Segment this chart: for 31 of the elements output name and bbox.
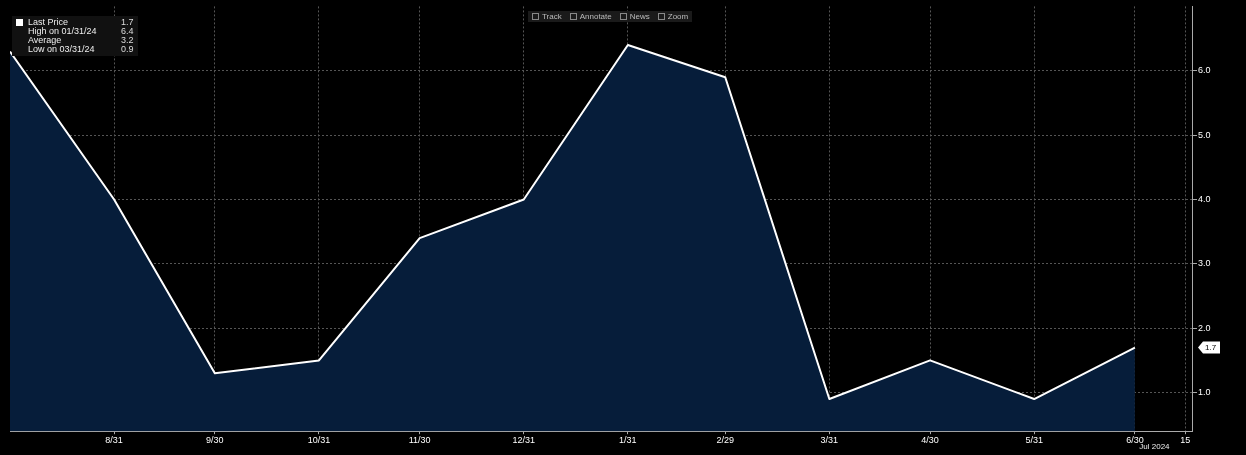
- x-tick-label: 15: [1180, 435, 1191, 446]
- x-tick-label: 1/31: [619, 435, 637, 446]
- text: Jul 2024: [1139, 442, 1170, 452]
- annotation: High on 01/31/24: [27, 26, 98, 36]
- x-tick-label: 4/30: [921, 435, 939, 446]
- y-tick-label: 3.0: [1198, 258, 1211, 269]
- x-tick-label: 2/29: [716, 435, 735, 446]
- annotation: News: [628, 12, 650, 21]
- y-tick-label: 4.0: [1198, 193, 1211, 204]
- annotation: Track: [541, 12, 562, 21]
- x-tick-label: 12/31: [512, 435, 536, 446]
- annotation: 1.7: [121, 17, 134, 27]
- x-tick-label: 8/31: [105, 435, 123, 446]
- text: 1.7: [1205, 342, 1217, 352]
- x-tick-label: 9/30: [206, 435, 224, 446]
- annotation: Low on 03/31/24: [27, 44, 96, 54]
- annotation: Average: [27, 35, 63, 45]
- x-tick-label: 5/31: [1025, 435, 1043, 446]
- y-tick-label: 2.0: [1198, 322, 1211, 333]
- annotation: Zoom: [666, 12, 689, 21]
- y-tick-label: 6.0: [1198, 65, 1211, 76]
- y-tick-label: 1.0: [1198, 387, 1211, 398]
- x-tick-label: 10/31: [307, 435, 331, 446]
- y-tick-label: 5.0: [1198, 129, 1211, 140]
- x-tick-label: 11/30: [408, 435, 431, 446]
- x-tick-label: 3/31: [820, 435, 839, 446]
- annotation: 6.4: [121, 26, 134, 36]
- annotation: Annotate: [578, 12, 612, 21]
- legend-label: Last Price: [27, 17, 70, 27]
- annotation: 0.9: [121, 44, 134, 54]
- annotation: 3.2: [121, 35, 134, 45]
